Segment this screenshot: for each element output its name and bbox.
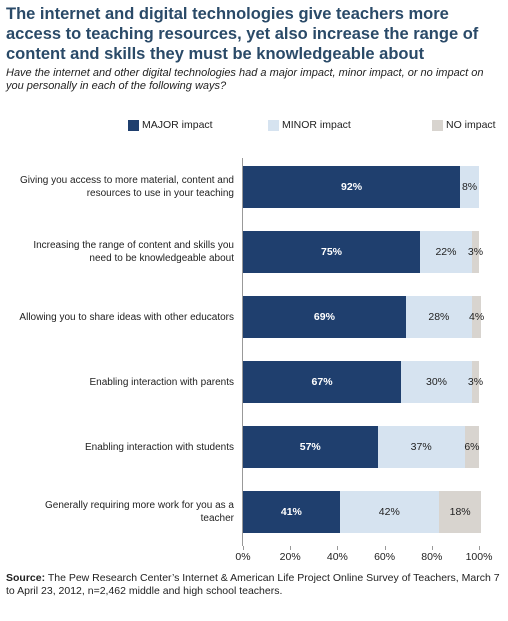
bar-segment [471, 231, 479, 273]
value-label: 3% [467, 246, 484, 258]
chart-title: The internet and digital technologies gi… [6, 5, 479, 63]
x-tick [243, 546, 244, 550]
category-label: Generally requiring more work for you as… [45, 500, 234, 524]
x-tick-label: 100% [465, 551, 493, 563]
x-tick [290, 546, 292, 550]
x-tick [479, 546, 480, 550]
category-label: Increasing the range of content and skil… [33, 240, 234, 264]
chart-subtitle: Have the internet and other digital tech… [6, 67, 484, 92]
bar-segment [243, 231, 420, 273]
value-label: 6% [464, 441, 480, 453]
value-label: 4% [469, 311, 485, 323]
legend-label: MAJOR impact [142, 119, 213, 131]
category-label: Enabling interaction with students [85, 441, 234, 453]
value-label: 22% [435, 246, 457, 258]
legend-swatch [128, 120, 139, 131]
bar-segment [405, 296, 472, 338]
y-axis-line [242, 158, 243, 546]
bar-segment [243, 491, 340, 533]
value-label: 28% [428, 311, 450, 323]
value-label: 18% [449, 506, 471, 518]
bar-segment [401, 361, 472, 403]
category-label: Allowing you to share ideas with other e… [19, 311, 234, 323]
value-label: 92% [341, 181, 363, 193]
bar-segment [464, 426, 479, 468]
x-tick [384, 546, 386, 550]
bar-segment [460, 166, 479, 208]
legend-label: MINOR impact [282, 119, 351, 131]
legend-label: NO impact [446, 119, 496, 131]
value-label: 37% [410, 441, 432, 453]
x-tick-label: 20% [279, 551, 301, 563]
value-label: 57% [299, 441, 321, 453]
source-text: The Pew Research Center’s Internet & Ame… [6, 572, 500, 597]
value-label: 69% [313, 311, 335, 323]
bar-segment [243, 296, 406, 338]
x-tick [337, 546, 339, 550]
value-label: 67% [311, 376, 333, 388]
value-label: 42% [378, 506, 400, 518]
x-tick [431, 546, 433, 550]
value-label: 41% [280, 506, 302, 518]
value-label: 3% [467, 376, 484, 388]
source-label: Source: [6, 572, 46, 584]
x-tick-label: 60% [374, 551, 396, 563]
source-note: Source: The Pew Research Center’s Intern… [6, 572, 504, 598]
x-tick-label: 0% [235, 551, 251, 563]
x-tick-label: 80% [421, 551, 443, 563]
bar-segment [420, 231, 472, 273]
bar-segment [243, 426, 378, 468]
legend-swatch [432, 120, 443, 131]
x-tick-label: 40% [326, 551, 348, 563]
bar-segment [243, 361, 402, 403]
category-label: Giving you access to more material, cont… [20, 175, 234, 199]
bar-segment [243, 166, 461, 208]
bar-segment [471, 296, 482, 338]
legend-swatch [268, 120, 279, 131]
bar-segment [377, 426, 465, 468]
value-label: 75% [320, 246, 343, 258]
bar-segment [438, 491, 482, 533]
value-label: 30% [426, 376, 448, 388]
value-label: 8% [461, 181, 478, 193]
category-label: Enabling interaction with parents [89, 376, 234, 388]
bar-segment [339, 491, 439, 533]
bar-segment [471, 361, 479, 403]
